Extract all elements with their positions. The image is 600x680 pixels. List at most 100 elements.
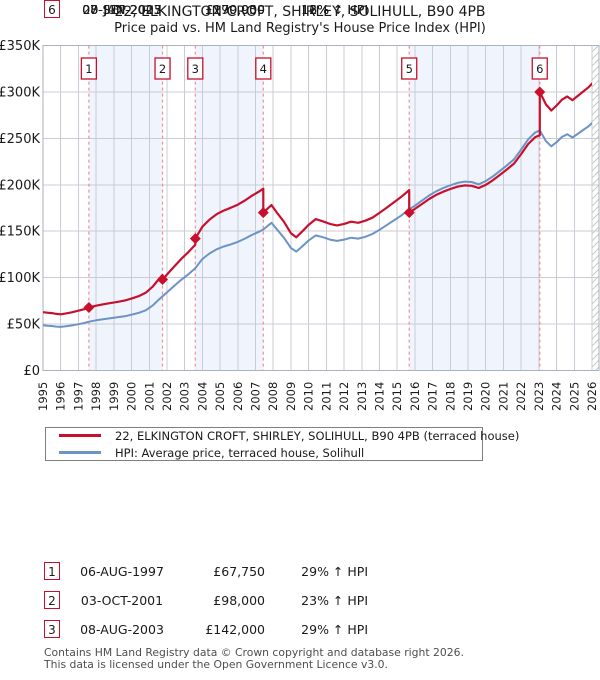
hpi-line <box>43 122 592 328</box>
sale-number-label: 4 <box>260 62 267 76</box>
x-tick-label: 2005 <box>213 382 227 411</box>
between-sales-shaded-band <box>88 45 163 371</box>
sale-point-diamond <box>257 207 269 219</box>
x-tick-label: 2014 <box>372 382 386 411</box>
sale-point-diamond <box>403 207 415 219</box>
x-tick-label: 1995 <box>36 382 50 411</box>
sale-date: 07-SEP-2015 <box>82 2 162 17</box>
sale-number-box <box>531 57 548 80</box>
x-tick-label: 2024 <box>550 382 564 411</box>
x-tick-label: 2016 <box>408 382 422 411</box>
sale-number-box <box>187 57 204 80</box>
sale-point-diamond <box>157 273 169 285</box>
future-hatched-strip <box>592 45 599 371</box>
x-tick-label: 2018 <box>443 382 457 411</box>
sale-number-box <box>80 57 98 80</box>
x-tick-label: 2004 <box>195 382 209 411</box>
sale-row-3: 3 08-AUG-2003 £142,000 29% ↑ HPI <box>0 620 600 640</box>
sale-point-diamond <box>534 86 546 98</box>
legend-item-property: 22, ELKINGTON CROFT, SHIRLEY, SOLIHULL, … <box>46 429 519 443</box>
x-tick-label: 2011 <box>319 382 333 411</box>
page-subtitle: Price paid vs. HM Land Registry's House … <box>114 21 486 36</box>
sale-price: £299,950 <box>205 2 265 17</box>
legend-item-hpi: HPI: Average price, terraced house, Soli… <box>46 446 482 460</box>
x-tick-label: 2000 <box>125 382 139 411</box>
x-tick-label: 2013 <box>355 382 369 411</box>
sale-date: 06-AUG-1997 <box>80 564 164 579</box>
y-tick-label: £0 <box>23 364 40 379</box>
sale-price: £170,000 <box>205 2 265 17</box>
license-footer: Contains HM Land Registry data © Crown c… <box>44 647 592 670</box>
sale-number-label: 3 <box>192 62 199 76</box>
x-tick-label: 2012 <box>337 382 351 411</box>
sale-date: 08-JUN-2007 <box>82 2 162 17</box>
sale-price: £142,000 <box>205 622 265 637</box>
between-sales-shaded-band <box>409 45 540 371</box>
x-tick-label: 2006 <box>231 382 245 411</box>
x-tick-label: 1998 <box>89 382 103 411</box>
property-price-line <box>43 82 592 316</box>
sale-vs-hpi: 23% ↑ HPI <box>301 593 368 608</box>
x-tick-label: 2026 <box>585 382 599 411</box>
sale-row-2: 2 03-OCT-2001 £98,000 23% ↑ HPI <box>0 591 600 611</box>
sale-price: £170,000 <box>205 2 265 17</box>
sale-number-badge: 3 <box>44 620 60 638</box>
x-tick-label: 2020 <box>479 382 493 411</box>
page-title: 22, ELKINGTON CROFT, SHIRLEY, SOLIHULL, … <box>114 4 486 20</box>
sale-number-label: 5 <box>406 62 413 76</box>
x-tick-label: 2019 <box>461 382 475 411</box>
sale-number-label: 2 <box>159 62 166 76</box>
footer-line-2: This data is licensed under the Open Gov… <box>44 657 388 671</box>
sale-number-badge: 6 <box>44 0 60 18</box>
sale-number-label: 1 <box>85 62 92 76</box>
sale-price: £67,750 <box>213 564 265 579</box>
y-tick-label: £50K <box>7 318 41 333</box>
y-tick-label: £300K <box>0 86 40 101</box>
property-line-swatch <box>59 434 101 437</box>
y-tick-label: £150K <box>0 225 40 240</box>
sale-vs-hpi: 29% ↑ HPI <box>301 622 368 637</box>
sale-row-1: 1 06-AUG-1997 £67,750 29% ↑ HPI <box>0 562 600 582</box>
x-tick-label: 2022 <box>514 382 528 411</box>
sale-number-badge: 2 <box>44 591 60 609</box>
y-tick-label: £250K <box>0 132 40 147</box>
x-tick-label: 2008 <box>266 382 280 411</box>
sale-date: 20-JAN-2023 <box>82 2 162 17</box>
y-tick-label: £350K <box>0 39 40 54</box>
sale-price: £98,000 <box>213 593 265 608</box>
x-tick-label: 2001 <box>142 382 156 411</box>
sale-number-box <box>401 57 418 80</box>
x-tick-label: 2021 <box>496 382 510 411</box>
sale-number-badge: 1 <box>44 562 60 580</box>
x-tick-label: 1997 <box>71 382 85 411</box>
x-tick-label: 2010 <box>302 382 316 411</box>
x-tick-label: 2002 <box>160 382 174 411</box>
x-tick-label: 2025 <box>567 382 581 411</box>
sale-date: 08-AUG-2003 <box>80 622 164 637</box>
x-tick-label: 1999 <box>107 382 121 411</box>
x-tick-label: 2015 <box>390 382 404 411</box>
legend-label-property: 22, ELKINGTON CROFT, SHIRLEY, SOLIHULL, … <box>115 428 520 443</box>
sale-point-diamond <box>83 302 95 314</box>
x-tick-label: 2007 <box>249 382 263 411</box>
legend-label-hpi: HPI: Average price, terraced house, Soli… <box>115 445 365 460</box>
sale-number-box <box>255 57 272 80</box>
footer-line-1: Contains HM Land Registry data © Crown c… <box>44 646 464 659</box>
plot-border <box>42 45 600 371</box>
y-tick-label: £200K <box>0 178 40 193</box>
price-history-chart: 1 2 3 4 5 6 £0 £50K £100K £150K £200K £250K £300K £35… <box>0 39 600 411</box>
x-tick-label: 2017 <box>426 382 440 411</box>
sale-number-box <box>154 57 171 80</box>
y-tick-label: £100K <box>0 271 40 286</box>
sale-vs-hpi: 16% ↑ HPI <box>301 2 368 17</box>
sale-number-label: 6 <box>536 62 543 76</box>
sale-vs-hpi: 2% ↓ HPI <box>309 2 368 17</box>
sale-vs-hpi: 12% ↑ HPI <box>301 2 368 17</box>
sale-point-diamond <box>189 233 201 245</box>
x-tick-label: 2023 <box>532 382 546 411</box>
x-tick-label: 2009 <box>284 382 298 411</box>
sale-vs-hpi: 29% ↑ HPI <box>301 564 368 579</box>
chart-legend: 22, ELKINGTON CROFT, SHIRLEY, SOLIHULL, … <box>45 427 519 461</box>
hpi-line-swatch <box>59 451 101 454</box>
x-tick-label: 1996 <box>54 382 68 411</box>
